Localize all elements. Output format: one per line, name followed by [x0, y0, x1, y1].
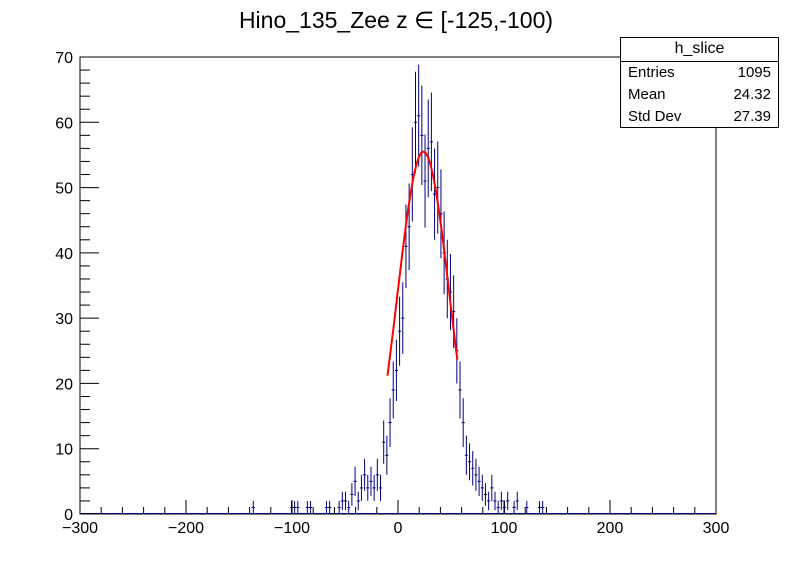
stats-value: 1095 [737, 64, 771, 81]
histogram-bin [541, 500, 545, 514]
histogram-bin [426, 99, 430, 198]
histogram-bin [413, 71, 418, 173]
histogram-bin [436, 141, 440, 234]
histogram-bin [296, 500, 300, 514]
axes: −300 −200 −100 0 100 200 300 0 10 20 30 40 50 60 70 [55, 50, 729, 537]
x-tick-label: 200 [597, 520, 624, 537]
x-tick-label: −100 [274, 520, 310, 537]
histogram-bin [385, 435, 389, 475]
histogram-bin [363, 458, 367, 491]
histogram-bin [471, 451, 475, 486]
histogram-bin [359, 474, 364, 501]
x-tick-label: 300 [703, 520, 730, 537]
histogram-bin [378, 474, 383, 501]
histogram-bin [308, 500, 313, 514]
histogram-bin [347, 500, 351, 514]
x-tick-label: −200 [168, 520, 204, 537]
histogram-bin [483, 483, 488, 506]
y-tick-label: 70 [55, 50, 73, 67]
x-tick-label: −300 [62, 520, 98, 537]
stats-row-stddev: Std Dev 27.39 [621, 106, 778, 128]
gaussian-fit-curve [386, 150, 459, 376]
histogram-bin [340, 491, 344, 511]
histogram-bin [537, 500, 542, 514]
y-tick-label: 40 [55, 246, 73, 263]
histogram-bin [493, 491, 497, 511]
histogram-bin [394, 339, 398, 401]
stats-box: h_slice Entries 1095 Mean 24.32 Std Dev … [620, 37, 779, 128]
histogram-bin [458, 361, 462, 419]
histogram-bin [506, 491, 510, 511]
histogram-bin [328, 500, 332, 514]
y-tick-label: 50 [55, 181, 73, 198]
y-tick-label: 10 [55, 442, 73, 459]
x-tick-label: 100 [491, 520, 518, 537]
histogram-bin [369, 466, 373, 496]
histogram-bin [417, 64, 421, 167]
histogram-bin [461, 398, 465, 448]
histogram-bin [251, 500, 255, 514]
y-tick-label: 0 [64, 507, 73, 524]
histogram-bin [293, 500, 297, 514]
histogram-bin [420, 85, 424, 186]
stats-row-mean: Mean 24.32 [621, 84, 778, 106]
stats-label: Mean [628, 86, 666, 103]
histogram-bin [324, 500, 329, 514]
histogram-bin [350, 483, 354, 506]
histogram-bin [429, 92, 433, 192]
histogram-bin [464, 435, 468, 475]
histogram-bin [496, 500, 500, 514]
histogram-bin [401, 282, 405, 354]
histogram-bin [467, 443, 472, 481]
histogram-bin [391, 361, 395, 419]
histogram-bin [372, 474, 376, 501]
histogram-bin [356, 491, 360, 511]
histogram-bin [502, 500, 507, 514]
stats-row-entries: Entries 1095 [621, 62, 778, 84]
histogram-bin [353, 466, 357, 496]
histogram-bin [305, 500, 309, 514]
histogram-bin [512, 500, 516, 514]
histogram-bin [423, 134, 427, 228]
histogram-bin [487, 491, 491, 511]
histogram-bin [490, 474, 494, 501]
histogram-bin [477, 466, 481, 496]
x-tick-label: 0 [394, 520, 403, 537]
chart-title: Hino_135_Zee z ∈ [-125,-100) [239, 7, 553, 33]
histogram-bin [289, 500, 294, 514]
stats-label: Std Dev [628, 108, 682, 125]
fit-curve-group [386, 150, 459, 376]
histogram-bin [375, 458, 379, 491]
histogram-bin [515, 491, 519, 511]
histogram-bin [499, 491, 503, 511]
histogram-bin [337, 500, 341, 514]
histogram-bin [388, 398, 392, 448]
histogram-bin [382, 420, 386, 464]
y-tick-label: 60 [55, 115, 73, 132]
histogram-bin [525, 500, 529, 514]
stats-label: Entries [628, 64, 675, 81]
stats-title: h_slice [621, 38, 778, 62]
stats-value: 27.39 [733, 108, 771, 125]
histogram-bin [343, 491, 348, 511]
histogram-bin [480, 474, 484, 501]
y-tick-label: 30 [55, 311, 73, 328]
stats-value: 24.32 [733, 86, 771, 103]
y-tick-label: 20 [55, 376, 73, 393]
histogram-bin [366, 474, 370, 501]
histogram-bin [474, 458, 478, 491]
histogram-bin [398, 296, 402, 366]
